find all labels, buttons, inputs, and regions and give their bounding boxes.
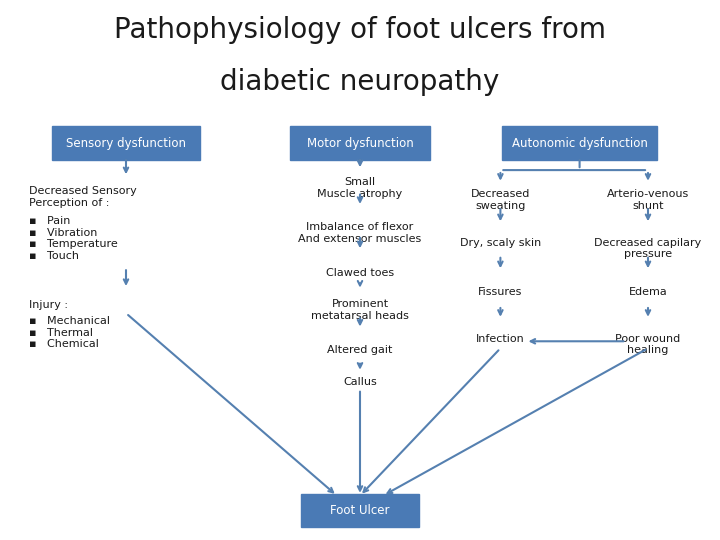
Text: Decreased Sensory
Perception of :: Decreased Sensory Perception of : [29, 186, 137, 208]
Text: Pathophysiology of foot ulcers from: Pathophysiology of foot ulcers from [114, 16, 606, 44]
Text: Infection: Infection [476, 334, 525, 344]
FancyBboxPatch shape [301, 494, 419, 527]
Text: Decreased capilary
pressure: Decreased capilary pressure [595, 238, 701, 259]
Text: Injury :: Injury : [29, 300, 68, 310]
Text: Edema: Edema [629, 287, 667, 298]
Text: Altered gait: Altered gait [328, 345, 392, 355]
FancyBboxPatch shape [52, 126, 199, 160]
FancyBboxPatch shape [289, 126, 430, 160]
Text: Poor wound
healing: Poor wound healing [616, 334, 680, 355]
Text: Decreased
sweating: Decreased sweating [471, 189, 530, 211]
Text: Fissures: Fissures [478, 287, 523, 298]
Text: Foot Ulcer: Foot Ulcer [330, 504, 390, 517]
Text: Small
Muscle atrophy: Small Muscle atrophy [318, 177, 402, 199]
Text: Callus: Callus [343, 377, 377, 387]
Text: Sensory dysfunction: Sensory dysfunction [66, 137, 186, 150]
Text: Prominent
metatarsal heads: Prominent metatarsal heads [311, 299, 409, 321]
FancyBboxPatch shape [503, 126, 657, 160]
Text: Clawed toes: Clawed toes [326, 268, 394, 278]
Text: Dry, scaly skin: Dry, scaly skin [460, 238, 541, 248]
Text: Motor dysfunction: Motor dysfunction [307, 137, 413, 150]
Text: Arterio-venous
shunt: Arterio-venous shunt [607, 189, 689, 211]
Text: ▪   Pain
▪   Vibration
▪   Temperature
▪   Touch: ▪ Pain ▪ Vibration ▪ Temperature ▪ Touch [29, 216, 117, 261]
Text: diabetic neuropathy: diabetic neuropathy [220, 68, 500, 96]
Text: Imbalance of flexor
And extensor muscles: Imbalance of flexor And extensor muscles [298, 222, 422, 244]
Text: ▪   Mechanical
▪   Thermal
▪   Chemical: ▪ Mechanical ▪ Thermal ▪ Chemical [29, 316, 109, 349]
Text: Autonomic dysfunction: Autonomic dysfunction [512, 137, 647, 150]
